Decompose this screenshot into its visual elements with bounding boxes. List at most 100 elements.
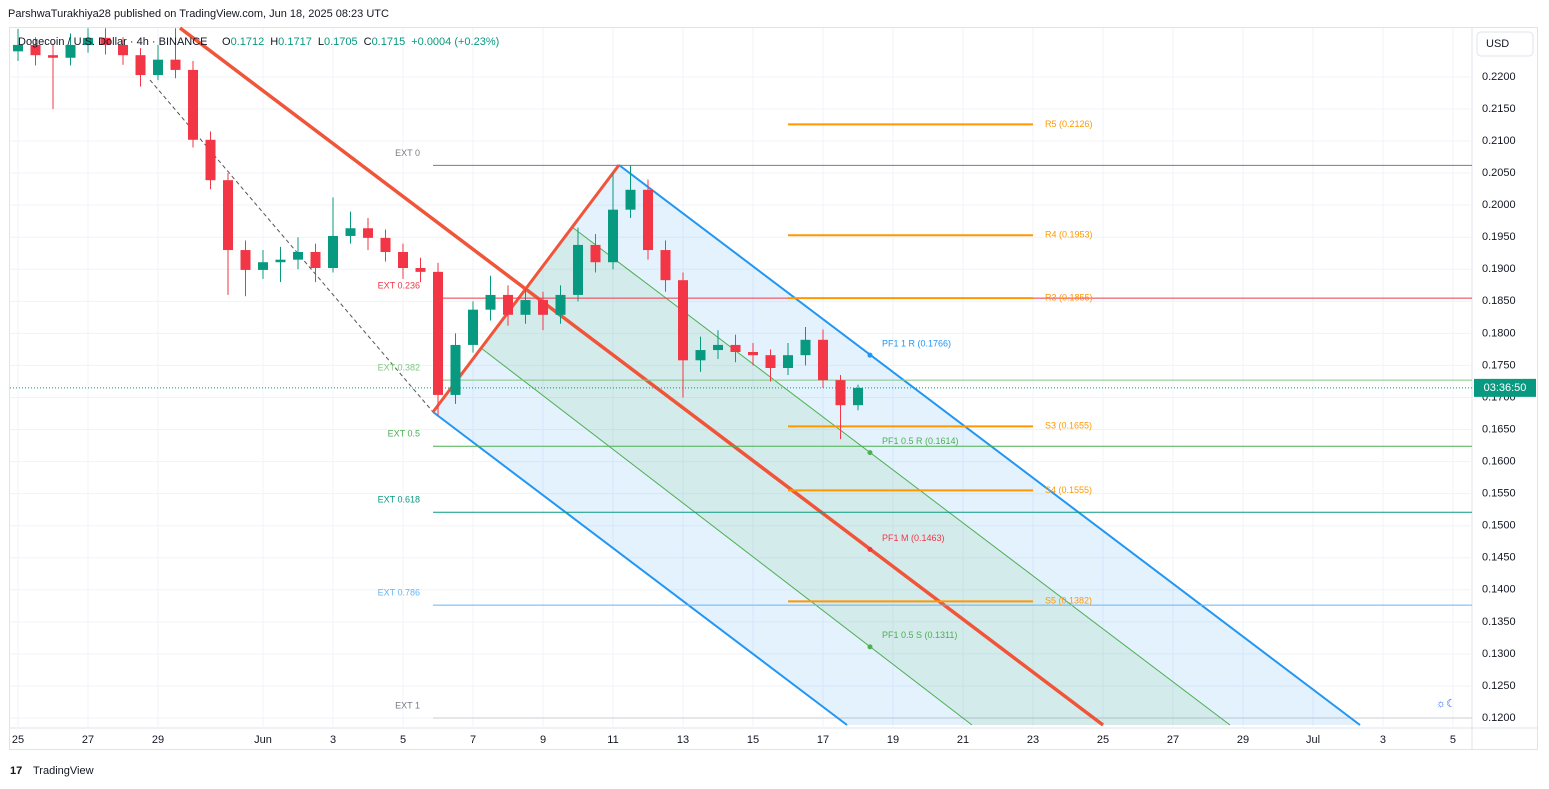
candle-body — [748, 351, 759, 356]
candle-body — [520, 300, 531, 315]
x-tick-label: 7 — [470, 734, 476, 746]
theme-icon[interactable]: ☼☾ — [1436, 698, 1456, 710]
candle-body — [83, 37, 94, 45]
candle-body — [100, 37, 111, 45]
candle-body — [398, 251, 409, 268]
ext-label: EXT 0.5 — [388, 429, 420, 439]
y-tick-label: 0.2200 — [1482, 71, 1516, 83]
pitchfork-outer-fill — [433, 165, 1360, 725]
candle-body — [678, 280, 689, 361]
y-tick-label: 0.1550 — [1482, 488, 1516, 500]
candle-body — [853, 387, 864, 406]
x-tick-label: 25 — [1097, 734, 1109, 746]
candle-body — [555, 294, 566, 315]
ext-label: EXT 0.786 — [378, 588, 420, 598]
candle-body — [800, 339, 811, 356]
x-tick-label: Jun — [254, 734, 272, 746]
pitchfork-point — [867, 644, 873, 650]
candle-body — [380, 237, 391, 252]
ohlc-text: O0.1712 H0.1717 L0.1705 C0.1715 +0.0004 (+0.… — [222, 36, 499, 48]
x-tick-label: 15 — [747, 734, 759, 746]
x-tick-label: 19 — [887, 734, 899, 746]
levels: EXT 0 EXT 0.236 EXT 0.382 EXT 0.5 EXT 0.618 E… — [10, 119, 1472, 719]
pitchfork-label: PF1 0.5 R (0.1614) — [882, 436, 959, 446]
ohlc-key: H — [270, 36, 278, 48]
ext-label: EXT 1 — [395, 700, 420, 710]
x-tick-label: Jul — [1306, 734, 1320, 746]
pivot-label: S3 (0.1655) — [1045, 421, 1092, 431]
candle-body — [608, 209, 619, 263]
pivot-label: R5 (0.2126) — [1045, 119, 1093, 129]
y-tick-label: 0.1500 — [1482, 520, 1516, 532]
x-tick-label: 25 — [12, 734, 24, 746]
pitchfork-point — [867, 546, 873, 552]
candle-body — [450, 344, 461, 395]
pitchfork-median — [178, 26, 1105, 727]
currency-box[interactable] — [1476, 31, 1534, 57]
grid — [10, 28, 1472, 728]
y-tick-label: 0.1850 — [1482, 295, 1516, 307]
x-tick-label: 27 — [1167, 734, 1179, 746]
candle-body — [223, 180, 234, 251]
ohlc-key: C — [364, 36, 372, 48]
x-tick-label: 13 — [677, 734, 689, 746]
candle-body — [765, 355, 776, 368]
pitchfork-inner-lower — [480, 347, 973, 726]
pivot-label: R4 (0.1953) — [1045, 230, 1093, 240]
pitchfork-inner-fill — [481, 227, 1230, 725]
ohlc-value: 0.1715 — [372, 36, 406, 48]
y-tick-label: 0.1300 — [1482, 648, 1516, 660]
candle-body — [30, 44, 41, 56]
y-tick-label: 0.1450 — [1482, 552, 1516, 564]
ohlc-legend: O0.1712 H0.1717 L0.1705 C0.1715 +0.0004 (+0.… — [222, 36, 499, 48]
candle-body — [170, 59, 181, 70]
candle-body — [713, 344, 724, 351]
y-tick-label: 0.1800 — [1482, 327, 1516, 339]
y-tick-label: 0.2100 — [1482, 135, 1516, 147]
last-price-box — [1474, 378, 1536, 397]
candle-body — [590, 244, 601, 263]
candle-body — [328, 235, 339, 268]
candle-body — [135, 55, 146, 76]
candle-body — [783, 355, 794, 368]
candle-body — [153, 59, 164, 76]
candle-body — [345, 228, 356, 236]
candle-body — [188, 69, 199, 140]
x-tick-label: 3 — [330, 734, 336, 746]
x-tick-label: 21 — [957, 734, 969, 746]
pitchfork-lower — [432, 411, 848, 726]
y-tick-label: 0.1750 — [1482, 359, 1516, 371]
candle-body — [13, 44, 24, 52]
ext-label: EXT 0.618 — [378, 495, 420, 505]
countdown: 03:36:50 — [1484, 382, 1527, 394]
pivot-label: R3 (0.1855) — [1045, 293, 1093, 303]
x-tick-label: 29 — [1237, 734, 1249, 746]
y-tick-label: 0.1600 — [1482, 455, 1516, 467]
pitchfork-label: PF1 1 R (0.1766) — [882, 339, 951, 349]
candle-body — [468, 309, 479, 345]
ohlc-value: 0.1717 — [278, 36, 312, 48]
candle-body — [503, 294, 514, 315]
candle-body — [818, 339, 829, 381]
pivot-label: S4 (0.1555) — [1045, 485, 1092, 495]
candle-body — [485, 294, 496, 310]
symbol: Dogecoin / U.S. Dollar · 4h · BINANCE — [18, 36, 208, 48]
candle-body — [835, 380, 846, 406]
ext-label: EXT 0.236 — [378, 281, 420, 291]
pitchfork-point — [867, 352, 873, 358]
candle-body — [625, 189, 636, 210]
y-tick-label: 0.2150 — [1482, 103, 1516, 115]
candle-body — [310, 251, 321, 268]
frame — [9, 27, 1538, 750]
candle-body — [65, 44, 76, 58]
x-tick-label: 3 — [1380, 734, 1386, 746]
candle-body — [660, 250, 671, 281]
y-tick-label: 0.1400 — [1482, 584, 1516, 596]
x-tick-label: 17 — [817, 734, 829, 746]
ohlc-key: O — [222, 36, 231, 48]
logo-icon: 17 — [10, 765, 22, 777]
candle-body — [643, 189, 654, 251]
y-tick-label: 0.1350 — [1482, 616, 1516, 628]
y-tick-label: 0.1650 — [1482, 423, 1516, 435]
